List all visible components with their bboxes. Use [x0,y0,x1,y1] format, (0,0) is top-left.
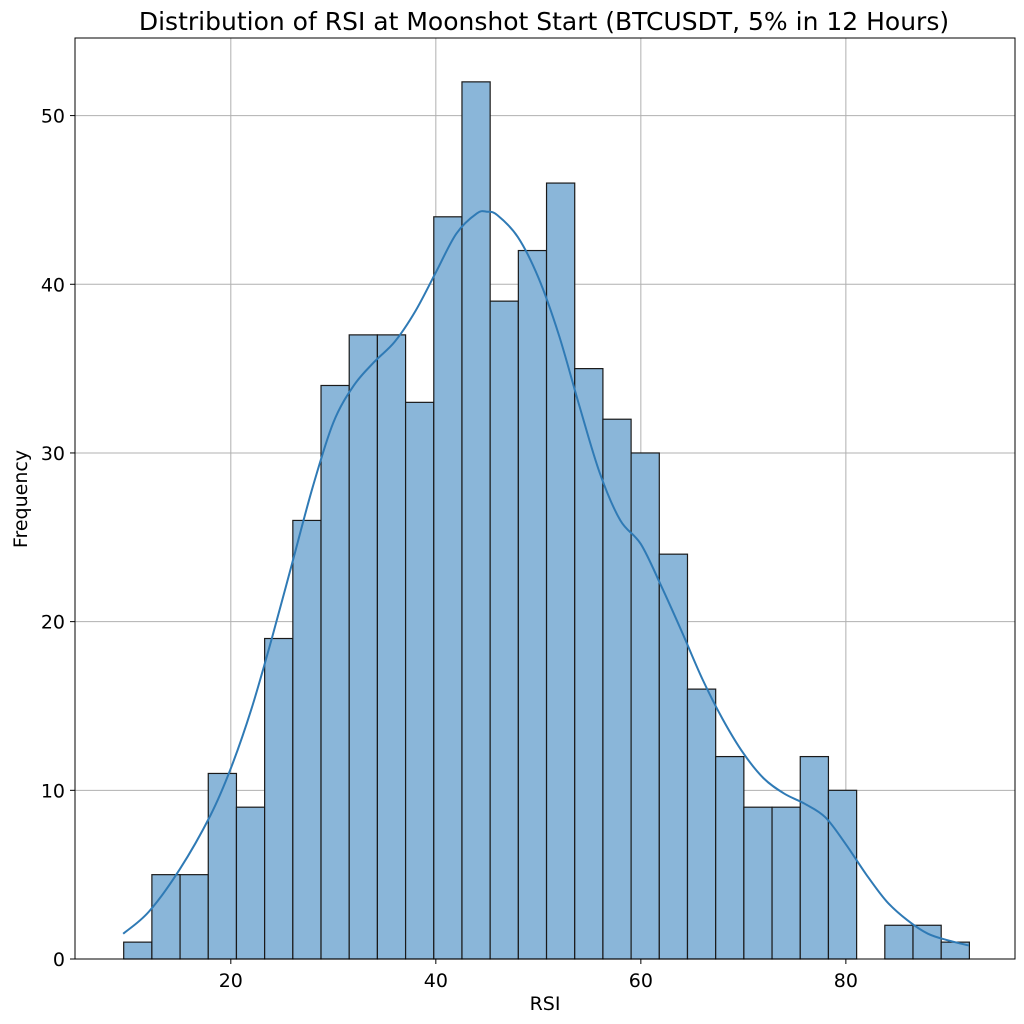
y-tick-label: 50 [41,106,65,128]
x-tick-label: 80 [834,970,858,992]
y-tick-label: 10 [41,780,65,802]
histogram-bar [348,334,378,960]
y-tick-label: 30 [41,443,65,465]
histogram-bar [658,553,689,960]
histogram-bar [404,401,435,960]
x-tick-label: 60 [629,970,653,992]
kde-curve [122,210,970,947]
histogram-bar [179,874,209,960]
histogram-bar [799,755,830,960]
histogram-bar [884,924,914,960]
x-tick-label: 40 [424,970,448,992]
y-tick-layer: 0 10 20 30 40 50 [41,106,75,971]
x-tick-layer: 20 40 60 80 [219,959,858,992]
x-tick-label: 20 [219,970,243,992]
y-axis-label: Frequency [10,450,32,548]
histogram-bar [235,806,266,960]
histogram-bar [686,688,717,960]
histogram-bar [151,874,181,960]
kde-layer [122,210,970,947]
histogram-bar [123,941,153,960]
x-axis-label: RSI [530,993,561,1015]
histogram-bar [376,334,407,960]
histogram-bar [545,182,576,960]
y-tick-label: 20 [41,612,65,634]
histogram-bar [715,755,745,960]
histogram-bar [743,806,773,960]
histogram-bar [433,216,463,960]
histogram-bar [771,806,801,960]
chart-title: Distribution of RSI at Moonshot Start (B… [139,7,949,36]
histogram-bar [207,772,238,960]
histogram-bar [912,924,942,960]
histogram-bar [630,452,660,960]
histogram-bar [574,368,604,960]
histogram-bar [827,789,858,960]
histogram-bar [292,519,322,960]
histogram-bar [517,249,548,960]
histogram-bar [320,384,350,960]
histogram-bar [264,637,294,960]
plot-frame [74,37,1016,960]
y-tick-label: 40 [41,274,65,296]
histogram-bar [602,418,632,960]
bars-layer [123,81,970,960]
y-tick-label: 0 [53,949,65,971]
histogram-bar [489,300,519,960]
